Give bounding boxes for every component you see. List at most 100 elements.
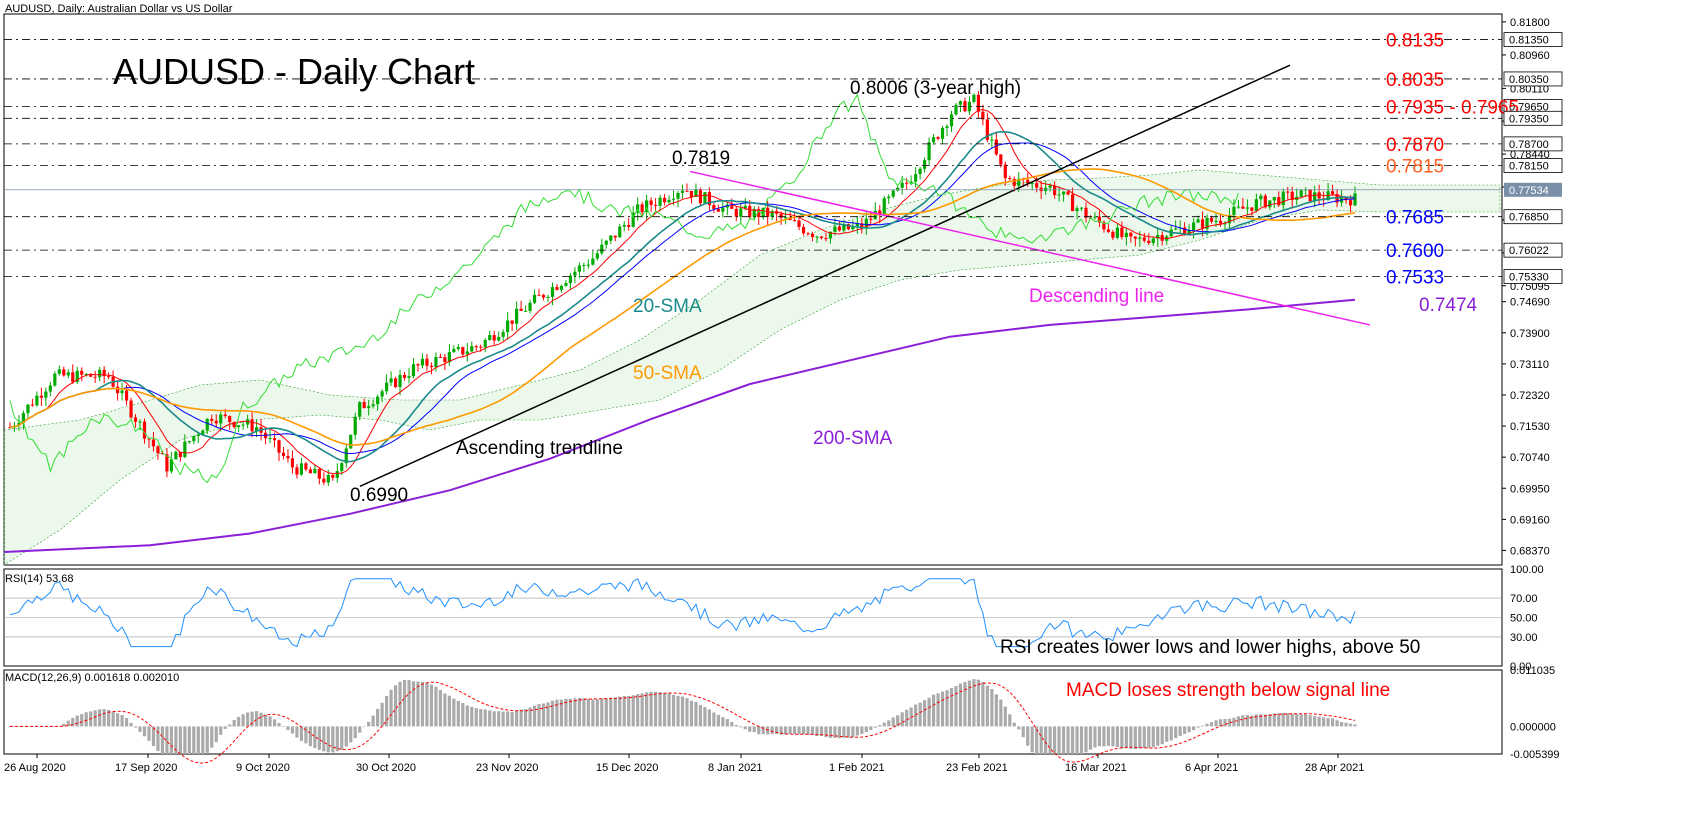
peak-annotation: 0.7819	[672, 148, 730, 169]
candle-body	[1075, 208, 1079, 212]
macd-histogram-bar	[1070, 726, 1075, 754]
candle-body	[1017, 178, 1021, 186]
candle-body	[277, 440, 281, 453]
candle-body	[192, 436, 196, 442]
candle-body	[1290, 191, 1294, 201]
macd-histogram-bar	[618, 696, 622, 727]
candle-body	[201, 430, 205, 435]
candle-body	[21, 413, 26, 423]
macd-histogram-bar	[963, 682, 967, 727]
macd-signal-line	[10, 681, 1356, 764]
macd-histogram-bar	[1008, 714, 1012, 727]
candle-body	[98, 369, 102, 378]
level-axis-box	[1503, 136, 1563, 152]
macd-histogram-bar	[1026, 726, 1030, 746]
macd-panel-frame	[3, 669, 1503, 755]
candle-body	[506, 320, 510, 333]
macd-histogram-bar	[263, 714, 268, 727]
candle-body	[434, 356, 438, 368]
macd-histogram-bar	[147, 726, 151, 741]
macd-histogram-bar	[371, 715, 375, 727]
macd-histogram-bar	[1097, 726, 1102, 747]
macd-histogram-bar	[201, 726, 205, 754]
macd-histogram-bar	[331, 726, 335, 753]
macd-histogram-bar	[385, 696, 389, 727]
candle-body	[923, 160, 927, 169]
candle-body	[1138, 237, 1142, 239]
macd-histogram-bar	[53, 726, 57, 727]
macd-histogram-bar	[1057, 726, 1061, 754]
macd-histogram-bar	[555, 699, 559, 727]
macd-histogram-bar	[57, 726, 61, 727]
candle-body	[93, 376, 97, 378]
candle-body	[532, 294, 537, 303]
candle-body	[326, 474, 330, 483]
macd-histogram-bar	[568, 698, 573, 727]
macd-histogram-bar	[828, 726, 833, 738]
candle-body	[748, 205, 752, 218]
candle-body	[461, 347, 465, 355]
candle-body	[1286, 191, 1290, 193]
macd-histogram-bar	[142, 726, 147, 737]
macd-histogram-bar	[335, 726, 339, 752]
candle-body	[1084, 207, 1088, 218]
candle-body	[1250, 207, 1254, 211]
macd-histogram-bar	[246, 712, 250, 727]
sma200-line	[3, 298, 1356, 553]
macd-histogram-bar	[178, 726, 182, 754]
macd-histogram-bar	[923, 700, 927, 727]
macd-histogram-bar	[864, 726, 868, 733]
candle-body	[71, 372, 75, 382]
candle-body	[573, 271, 577, 276]
macd-histogram-bar	[340, 726, 344, 750]
macd-histogram-bar	[483, 709, 487, 727]
candle-body	[931, 137, 936, 143]
macd-histogram-bar	[1205, 723, 1209, 727]
macd-histogram-bar	[801, 726, 806, 735]
candle-body	[600, 244, 604, 254]
candle-body	[17, 422, 21, 426]
level-label: 0.8035	[1386, 70, 1444, 91]
macd-histogram-bar	[492, 711, 496, 727]
candle-body	[792, 220, 797, 222]
macd-histogram-bar	[124, 718, 129, 727]
macd-histogram-bar	[1317, 716, 1321, 727]
candle-body	[80, 370, 84, 375]
candle-body	[658, 197, 662, 206]
macd-histogram-bar	[17, 726, 21, 727]
candle-body	[438, 356, 442, 358]
candle-body	[631, 212, 635, 227]
candle-body	[1111, 231, 1115, 238]
macd-histogram-bar	[819, 726, 824, 736]
macd-histogram-bar	[308, 726, 312, 747]
candle-body	[1061, 191, 1066, 195]
candle-body	[1142, 237, 1146, 241]
candle-body	[945, 126, 949, 128]
candle-body	[716, 208, 720, 212]
candle-body	[1097, 216, 1102, 223]
sma50-line	[9, 168, 1356, 446]
price-axis-label: 0.80960	[1510, 50, 1550, 62]
candle-body	[806, 233, 810, 235]
macd-histogram-bar	[1344, 722, 1348, 727]
candle-body	[1035, 183, 1039, 188]
macd-histogram-bar	[936, 693, 940, 727]
price-axis-label: 0.69160	[1510, 514, 1550, 526]
level-axis-label: 0.81350	[1509, 35, 1549, 47]
candle-body	[976, 94, 980, 112]
candle-body	[1124, 232, 1128, 238]
level-axis-label: 0.76850	[1509, 212, 1549, 224]
macd-histogram-bar	[1187, 726, 1191, 733]
macd-histogram-bar	[1012, 722, 1016, 727]
time-axis-label: 8 Jan 2021	[708, 762, 762, 774]
macd-histogram-bar	[138, 726, 142, 732]
candle-body	[196, 434, 200, 437]
candle-body	[187, 441, 191, 443]
macd-histogram-bar	[1093, 726, 1097, 748]
candle-body	[178, 451, 182, 458]
low-annotation: 0.6990	[350, 485, 408, 506]
macd-histogram-bar	[1088, 726, 1093, 750]
macd-histogram-bar	[564, 698, 568, 727]
level-label: 0.7935 - 0.7965	[1386, 97, 1519, 118]
candle-body	[654, 204, 658, 206]
